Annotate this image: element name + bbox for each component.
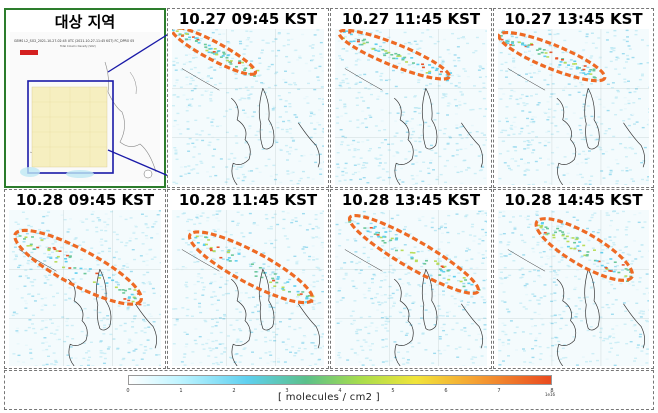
- panel-title: 10.27 11:45 KST: [341, 10, 481, 28]
- so2-map: [172, 29, 324, 185]
- colorbar: [128, 375, 552, 385]
- colorbar-tick-label: 1: [179, 388, 183, 394]
- colorbar-tick-label: 6: [444, 388, 448, 394]
- target-header-line2: Total Column Density (SO2): [60, 44, 96, 48]
- colorbar-frame: [4, 370, 654, 410]
- colorbar-tick-label: 2: [232, 388, 236, 394]
- colorbar-tick-label: 8: [550, 388, 554, 394]
- panel-title: 10.28 09:45 KST: [15, 191, 155, 209]
- map-panel-1028-1345: 10.28 13:45 KST: [330, 189, 492, 369]
- colorbar-unit-label: [ molecules / cm2 ]: [278, 392, 380, 403]
- colorbar-exponent: 1e16: [545, 392, 556, 397]
- colorbar-tick-label: 7: [497, 388, 501, 394]
- plume-highlight-ellipse: [534, 217, 635, 282]
- colorbar-tick-label: 5: [391, 388, 395, 394]
- so2-map: [172, 210, 324, 366]
- target-header-line1: GEMS L2_SO2_2021-10-27-02:45 UTC (2021-1…: [14, 39, 134, 43]
- panel-title: 10.28 14:45 KST: [504, 191, 643, 209]
- so2-map: [498, 29, 649, 185]
- so2-map: [335, 210, 487, 366]
- plume-highlight-ellipse: [172, 29, 258, 76]
- colorbar-tick-label: 0: [126, 388, 130, 394]
- plume-highlight-ellipse: [498, 30, 607, 83]
- panel-title: 10.27 13:45 KST: [504, 10, 643, 28]
- so2-map: [9, 210, 161, 366]
- plume-highlight-ellipse: [187, 230, 314, 305]
- panel-title: 10.28 13:45 KST: [341, 191, 481, 209]
- plume-highlight-ellipse: [13, 228, 143, 306]
- target-area-map: GEMS L2_SO2_2021-10-27-02:45 UTC (2021-1…: [10, 32, 160, 182]
- map-panel-1028-0945: 10.28 09:45 KST: [4, 189, 166, 369]
- panel-title: 10.27 09:45 KST: [178, 10, 318, 28]
- so2-map: [498, 210, 649, 366]
- target-area-panel: 대상 지역 GEMS L2_SO2_2021-10-27-02:45 UTC (…: [4, 8, 166, 188]
- map-panel-1027-1345: 10.27 13:45 KST: [493, 8, 654, 188]
- map-panel-1028-1445: 10.28 14:45 KST: [493, 189, 654, 369]
- colorbar-tick-label: 3: [285, 388, 289, 394]
- so2-map: [335, 29, 487, 185]
- panel-title: 대상 지역: [54, 13, 116, 31]
- map-panel-1028-1145: 10.28 11:45 KST: [167, 189, 329, 369]
- panel-title: 10.28 11:45 KST: [178, 191, 318, 209]
- map-panel-1027-1145: 10.27 11:45 KST: [330, 8, 492, 188]
- map-panel-1027-0945: 10.27 09:45 KST: [167, 8, 329, 188]
- colorbar-tick-label: 4: [338, 388, 342, 394]
